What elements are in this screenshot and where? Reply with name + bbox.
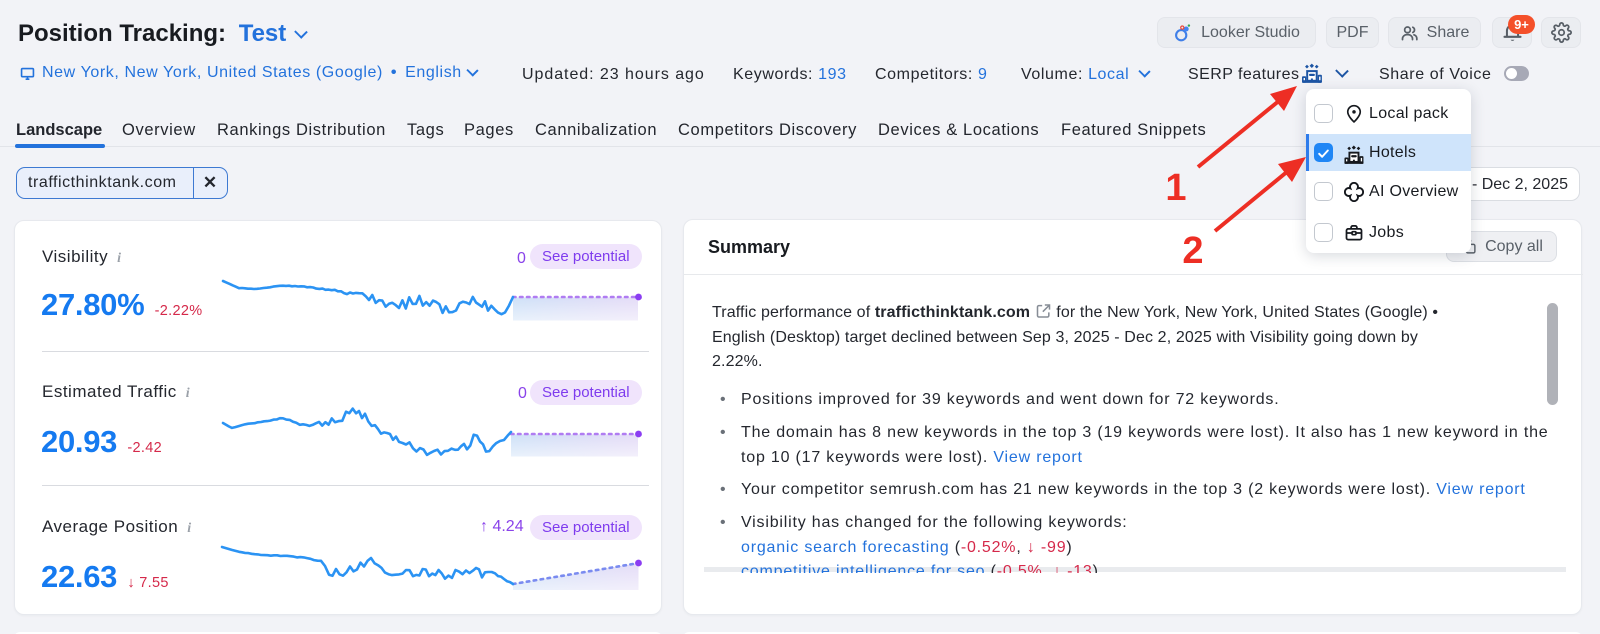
svg-text:1: 1 [1165,167,1186,209]
svg-text:2: 2 [1182,230,1203,272]
